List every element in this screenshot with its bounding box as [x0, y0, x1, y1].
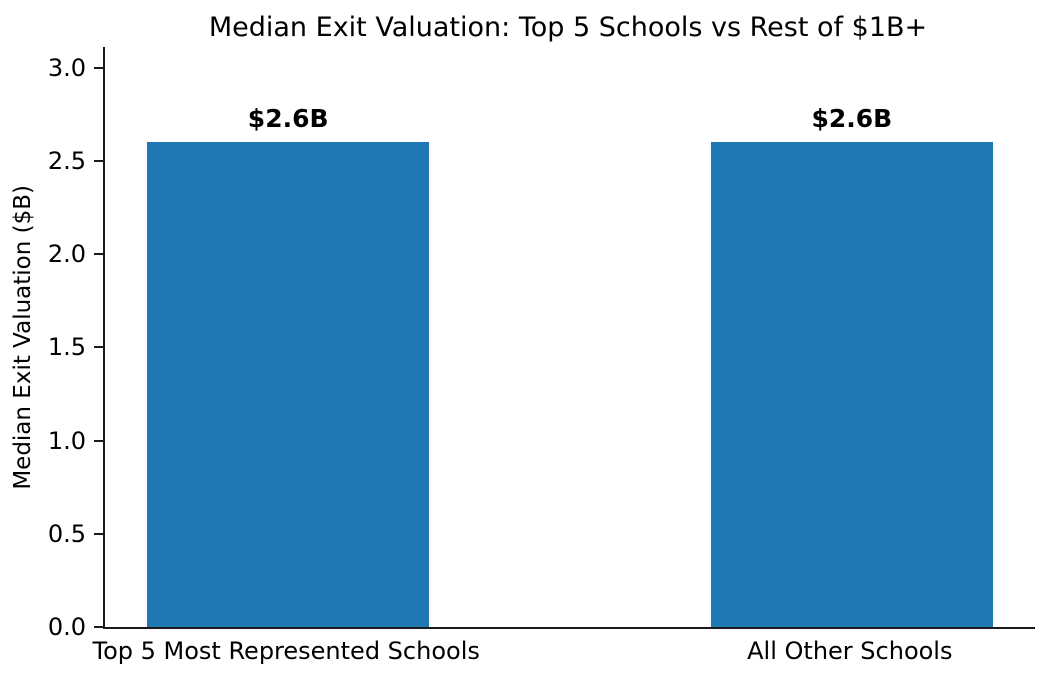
x-axis-labels: Top 5 Most Represented Schools All Other … [93, 636, 1033, 670]
y-tick-label: 2.0 [47, 240, 86, 268]
y-tick-mark [94, 253, 103, 255]
x-category-label: All Other Schools [747, 637, 953, 665]
y-tick-label: 2.5 [47, 146, 86, 175]
y-tick-mark [94, 532, 103, 535]
x-category-label: Top 5 Most Represented Schools [92, 637, 480, 665]
y-tick-label: 0.5 [47, 519, 86, 548]
bar [147, 142, 430, 627]
plot-area: 0.0 0.5 1.0 1.5 2.0 2.5 3.0 $2.6B $2.6B [48, 47, 1035, 641]
y-tick-label: 3.0 [47, 53, 86, 82]
bar-value-label: $2.6B [247, 104, 329, 134]
y-tick-mark [94, 159, 103, 162]
y-tick-mark [94, 439, 103, 442]
y-tick-label: 0.0 [47, 613, 86, 641]
y-tick-mark [94, 66, 103, 69]
bar [710, 142, 993, 627]
bar-value-label: $2.6B [811, 104, 893, 134]
y-tick-label: 1.5 [47, 333, 86, 362]
y-tick-label: 1.0 [47, 426, 86, 455]
chart-title: Median Exit Valuation: Top 5 Schools vs … [208, 12, 928, 43]
y-tick-mark [94, 626, 103, 628]
y-tick-mark [94, 346, 103, 349]
